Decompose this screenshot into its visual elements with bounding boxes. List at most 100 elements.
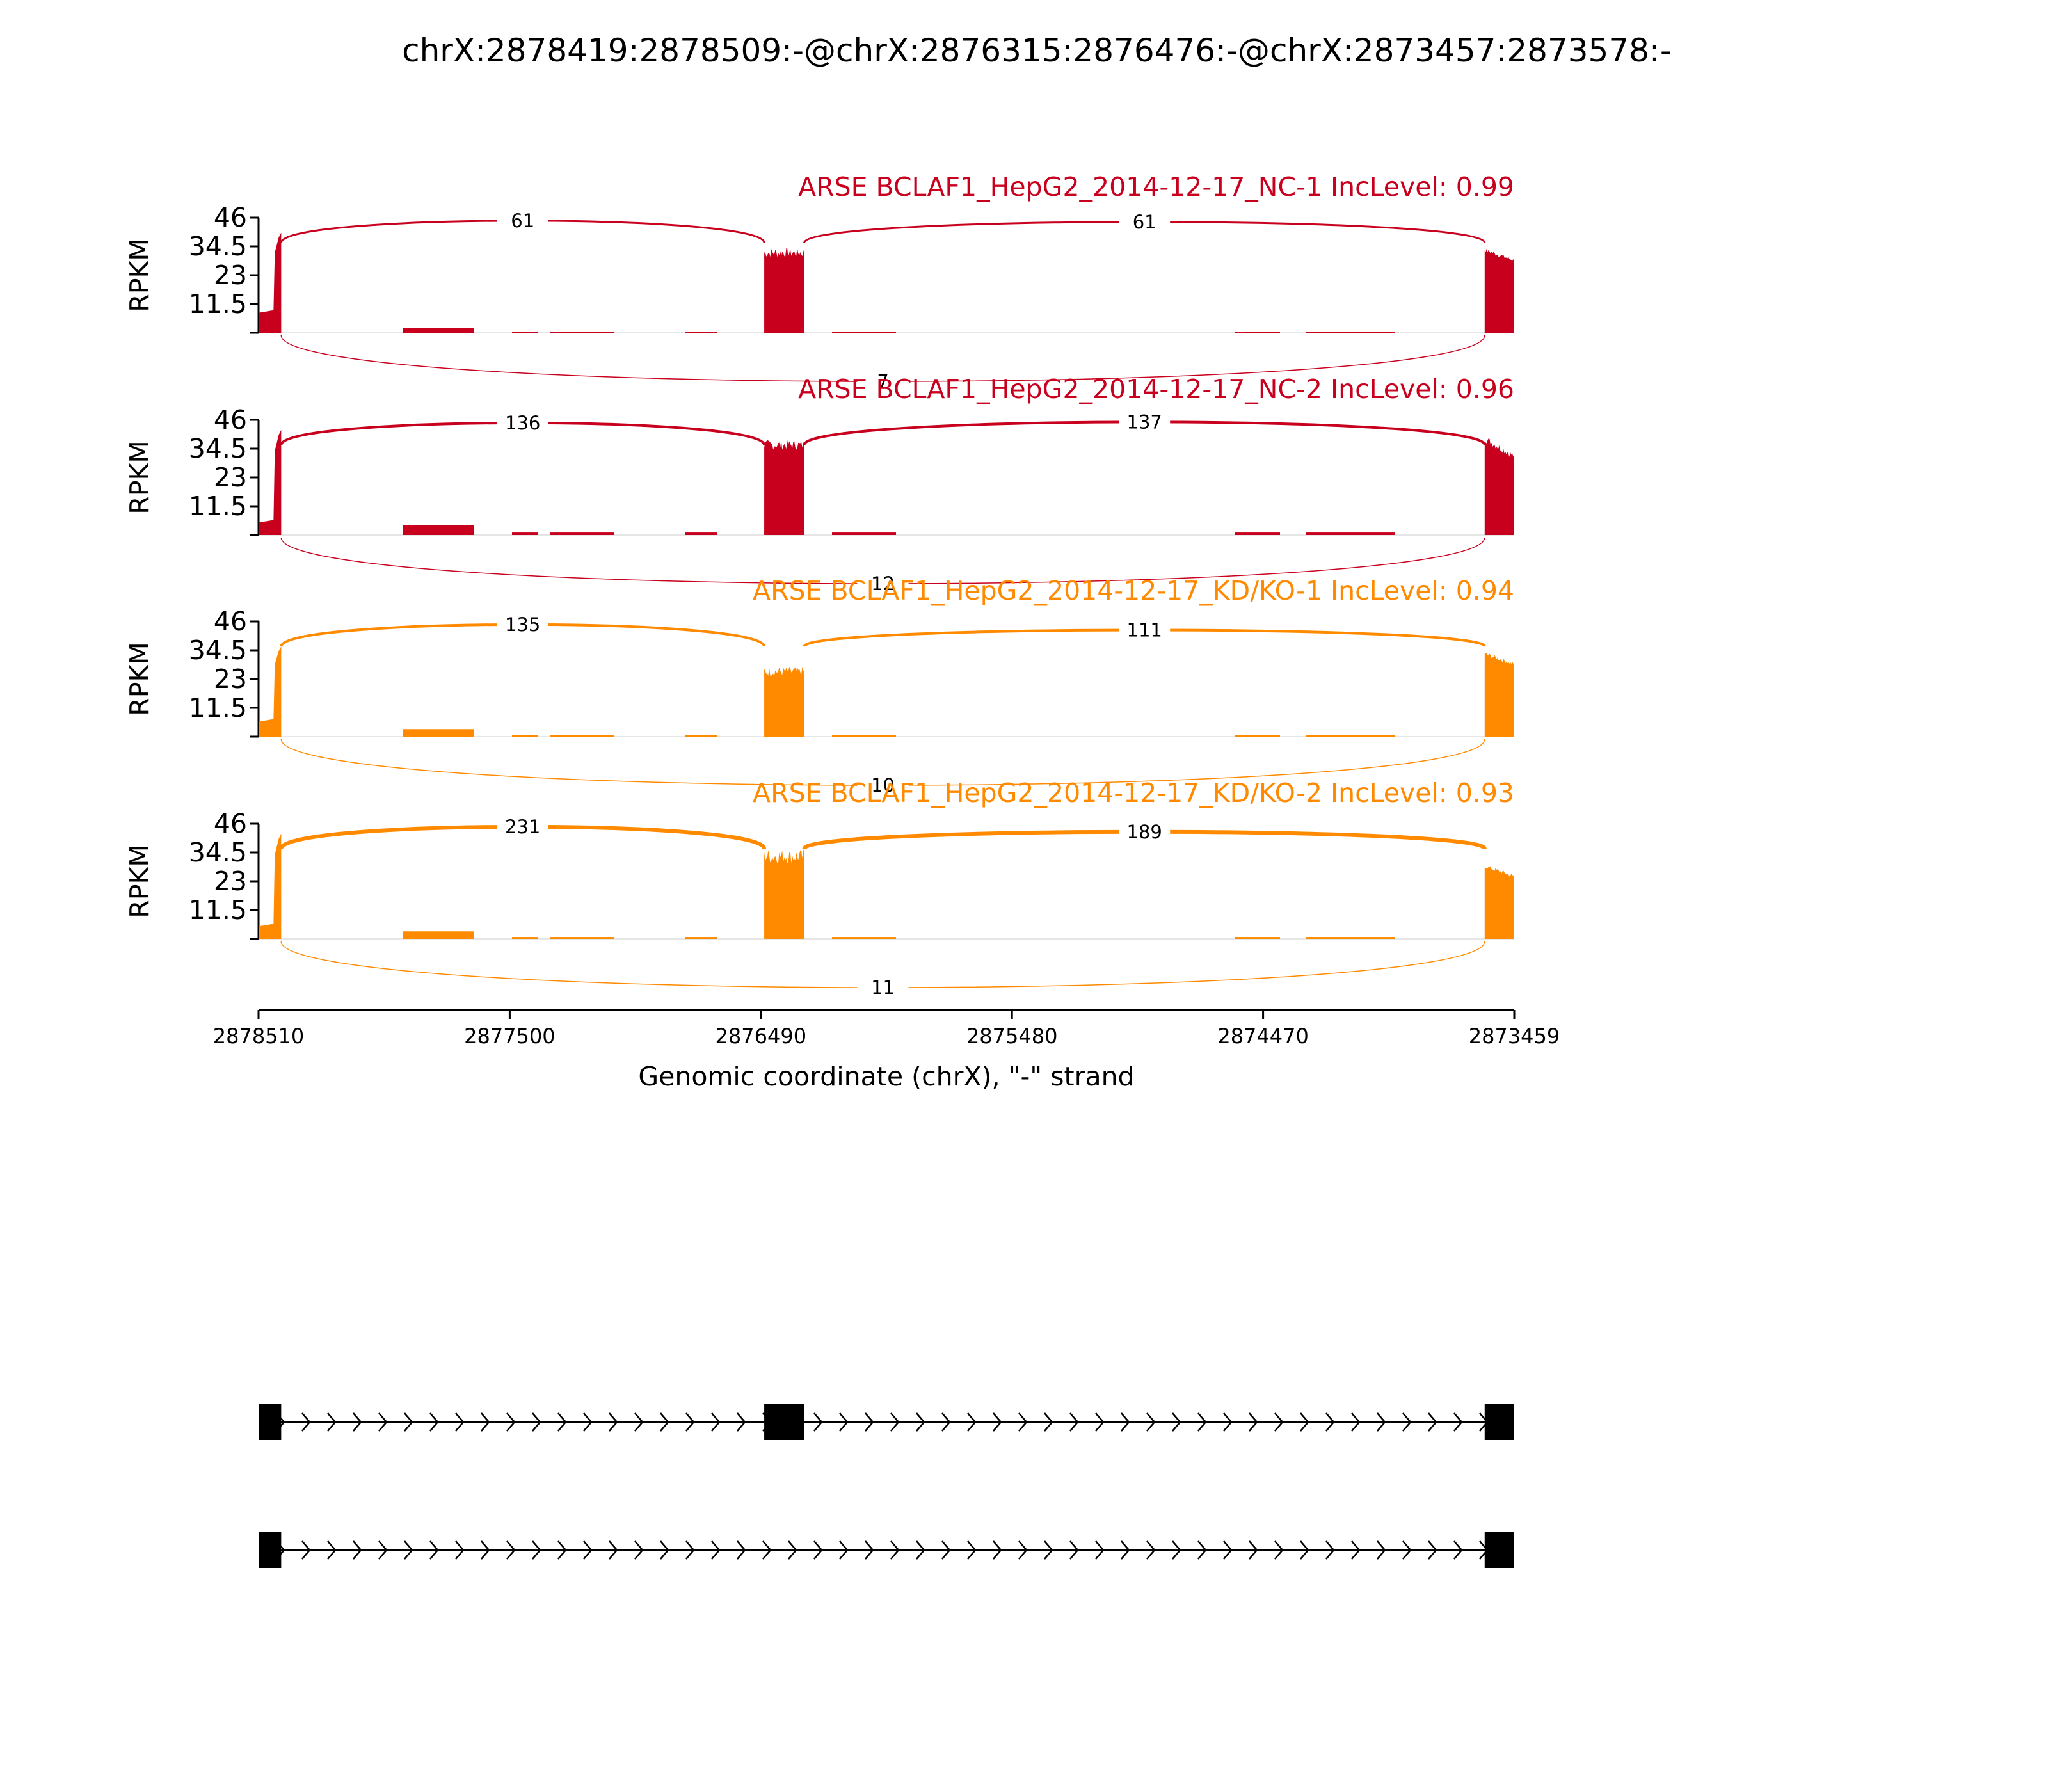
intron-coverage xyxy=(832,937,896,939)
strand-arrow xyxy=(1223,1540,1233,1560)
strand-arrow xyxy=(711,1540,721,1560)
y-tick-label: 46 xyxy=(214,606,247,637)
strand-arrow xyxy=(967,1412,977,1432)
coverage-exon-2 xyxy=(764,666,804,737)
chart-title: chrX:2878419:2878509:-@chrX:2876315:2876… xyxy=(402,32,1672,69)
intron-coverage xyxy=(685,735,717,737)
coverage-exon-1 xyxy=(259,833,282,939)
intron-coverage xyxy=(685,937,717,939)
junction-count-label: 10 xyxy=(871,774,895,796)
intron-coverage xyxy=(832,735,896,737)
strand-arrow xyxy=(609,1540,618,1560)
track-4: ARSE BCLAF1_HepG2_2014-12-17_KD/KO-2 Inc… xyxy=(124,778,1514,998)
strand-arrow xyxy=(1197,1412,1207,1432)
x-tick-label: 2873459 xyxy=(1469,1024,1560,1048)
junction-label-bg xyxy=(497,209,548,231)
track-1: ARSE BCLAF1_HepG2_2014-12-17_NC-1 IncLev… xyxy=(124,172,1514,392)
strand-arrow xyxy=(1223,1412,1233,1432)
track-2: ARSE BCLAF1_HepG2_2014-12-17_NC-2 IncLev… xyxy=(124,374,1514,595)
strand-arrow xyxy=(1325,1540,1335,1560)
intron-coverage xyxy=(512,532,538,535)
strand-arrow xyxy=(1146,1412,1156,1432)
strand-arrow xyxy=(1018,1412,1028,1432)
strand-arrow xyxy=(557,1540,567,1560)
strand-arrow xyxy=(609,1412,618,1432)
strand-arrow xyxy=(1428,1412,1437,1432)
y-tick-label: 46 xyxy=(214,808,247,839)
strand-arrow xyxy=(532,1412,541,1432)
strand-arrow xyxy=(429,1412,439,1432)
y-tick-label: 23 xyxy=(214,462,247,493)
y-tick-label: 34.5 xyxy=(189,433,247,464)
strand-arrow xyxy=(327,1412,337,1432)
intron-coverage xyxy=(550,532,614,535)
strand-arrow xyxy=(1453,1540,1463,1560)
y-tick-label: 46 xyxy=(214,404,247,435)
coverage-exon-2 xyxy=(764,248,804,333)
isoform-skipping xyxy=(259,1532,1514,1568)
strand-arrow xyxy=(711,1412,721,1432)
intron-coverage xyxy=(403,525,474,535)
isoform-inclusion xyxy=(259,1404,1514,1440)
strand-arrow xyxy=(916,1412,925,1432)
strand-arrow xyxy=(993,1412,1002,1432)
coverage-exon-2 xyxy=(764,849,804,939)
intron-coverage xyxy=(832,332,896,333)
strand-arrow xyxy=(993,1540,1002,1560)
strand-arrow xyxy=(1274,1540,1284,1560)
intron-coverage xyxy=(1306,735,1395,737)
strand-arrow xyxy=(481,1412,490,1432)
strand-arrow xyxy=(1044,1412,1053,1432)
strand-arrow xyxy=(455,1412,465,1432)
intron-coverage xyxy=(550,735,614,737)
y-axis-label: RPKM xyxy=(124,440,155,514)
intron-coverage xyxy=(685,532,717,535)
junction-count-label: 111 xyxy=(1127,620,1162,641)
strand-arrow xyxy=(481,1540,490,1560)
strand-arrow xyxy=(1377,1412,1386,1432)
x-tick-label: 2878510 xyxy=(213,1024,305,1048)
x-axis-label: Genomic coordinate (chrX), "-" strand xyxy=(638,1061,1134,1092)
strand-arrow xyxy=(1300,1412,1309,1432)
intron-coverage xyxy=(550,937,614,939)
strand-arrow xyxy=(301,1540,311,1560)
intron-coverage xyxy=(403,328,474,333)
strand-arrow xyxy=(967,1540,977,1560)
strand-arrow xyxy=(404,1540,413,1560)
junction-count-label: 61 xyxy=(511,210,534,232)
strand-arrow xyxy=(404,1412,413,1432)
track-label: ARSE BCLAF1_HepG2_2014-12-17_KD/KO-1 Inc… xyxy=(753,575,1514,606)
strand-arrow xyxy=(762,1540,772,1560)
intron-coverage xyxy=(1235,332,1280,333)
track-label: ARSE BCLAF1_HepG2_2014-12-17_NC-2 IncLev… xyxy=(798,374,1514,404)
strand-arrow xyxy=(1377,1540,1386,1560)
x-tick-label: 2877500 xyxy=(464,1024,556,1048)
strand-arrow xyxy=(1351,1540,1361,1560)
strand-arrow xyxy=(327,1540,337,1560)
x-tick-label: 2874470 xyxy=(1217,1024,1309,1048)
strand-arrow xyxy=(1095,1412,1105,1432)
strand-arrow xyxy=(1249,1412,1258,1432)
strand-arrow xyxy=(1172,1412,1181,1432)
x-axis: 2878510 2877500 2876490 2875480 2874470 28734… xyxy=(213,1009,1560,1092)
coverage-exon-3 xyxy=(1484,248,1514,333)
intron-coverage xyxy=(512,332,538,333)
y-tick-label: 34.5 xyxy=(189,837,247,868)
y-tick-label: 23 xyxy=(214,866,247,897)
strand-arrow xyxy=(455,1540,465,1560)
exon-block xyxy=(1484,1532,1514,1568)
sashimi-tracks: ARSE BCLAF1_HepG2_2014-12-17_NC-1 IncLev… xyxy=(124,172,1514,998)
strand-arrow xyxy=(813,1412,823,1432)
intron-coverage xyxy=(512,735,538,737)
strand-arrow xyxy=(557,1412,567,1432)
y-tick-label: 23 xyxy=(214,260,247,291)
x-tick-label: 2876490 xyxy=(716,1024,807,1048)
isoform-models xyxy=(259,1404,1514,1568)
y-tick-label: 34.5 xyxy=(189,231,247,262)
coverage-exon-3 xyxy=(1484,653,1514,737)
strand-arrow xyxy=(737,1412,746,1432)
junction-label-bg xyxy=(857,370,909,392)
strand-arrow xyxy=(660,1540,669,1560)
strand-arrow xyxy=(1402,1412,1412,1432)
y-tick-label: 23 xyxy=(214,664,247,694)
